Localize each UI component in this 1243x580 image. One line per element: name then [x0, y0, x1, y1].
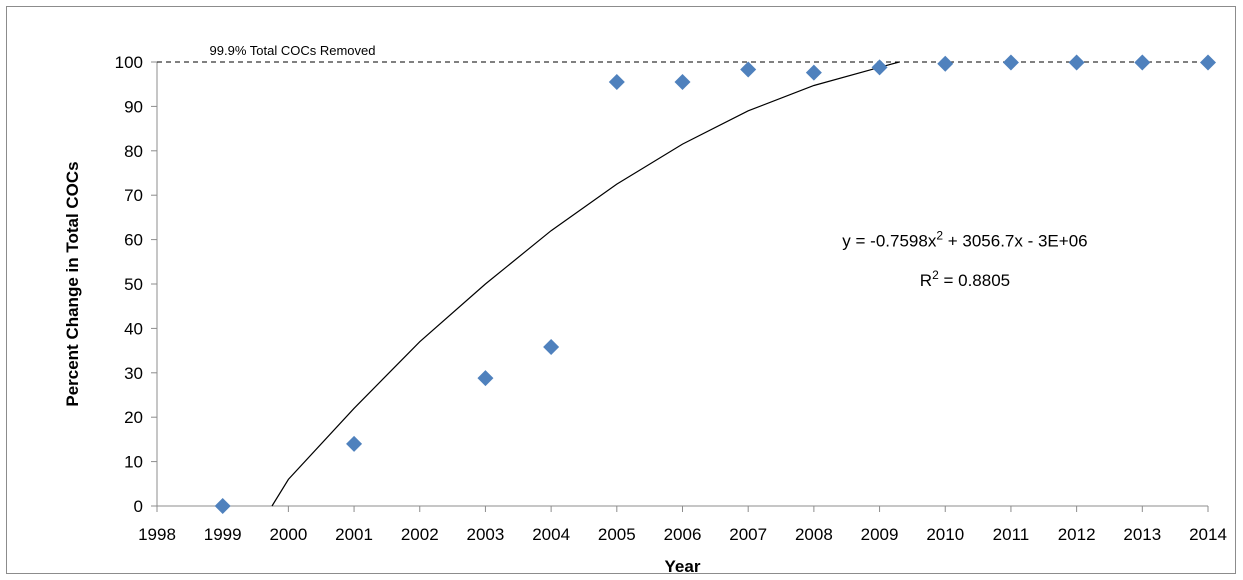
y-tick-label: 60 [124, 231, 143, 250]
data-point-diamond [214, 498, 231, 514]
data-point-diamond [937, 55, 954, 72]
x-tick-label: 2010 [926, 525, 964, 544]
x-tick-label: 2011 [993, 525, 1030, 544]
x-tick-label: 2001 [335, 525, 373, 544]
data-point-diamond [1134, 54, 1151, 71]
r-squared: R2 = 0.8805 [920, 268, 1010, 290]
x-tick-label: 2008 [795, 525, 833, 544]
equation-superscript: 2 [936, 228, 943, 242]
y-tick-label: 50 [124, 275, 143, 294]
axes [156, 62, 1208, 507]
r-squared-part: = 0.8805 [939, 271, 1010, 290]
trendline-equation: y = -0.7598x2 + 3056.7x - 3E+06 [842, 228, 1087, 250]
data-point-diamond [871, 59, 888, 76]
trendline [271, 61, 900, 507]
y-tick-label: 40 [124, 319, 143, 338]
x-tick-label: 1998 [138, 525, 176, 544]
y-tick-label: 30 [124, 364, 143, 383]
data-points [214, 54, 1216, 514]
x-tick-label: 2006 [664, 525, 702, 544]
y-tick-label: 20 [124, 408, 143, 427]
r-squared-superscript: 2 [932, 268, 939, 282]
data-point-diamond [805, 64, 822, 81]
y-ticks: 0 10 20 30 40 50 60 70 80 90 100 [115, 53, 157, 516]
y-tick-label: 90 [124, 97, 143, 116]
x-tick-label: 2013 [1123, 525, 1161, 544]
data-point-diamond [740, 61, 757, 78]
x-tick-label: 2012 [1058, 525, 1096, 544]
x-tick-label: 2000 [269, 525, 307, 544]
x-tick-label: 2004 [532, 525, 570, 544]
data-point-diamond [674, 73, 691, 90]
equation-part: y = -0.7598x [842, 231, 937, 250]
y-tick-label: 100 [115, 53, 143, 72]
x-tick-label: 2002 [401, 525, 439, 544]
x-tick-label: 2007 [729, 525, 767, 544]
data-point-diamond [608, 73, 625, 90]
x-tick-label: 1999 [204, 525, 242, 544]
chart-frame [6, 6, 1236, 574]
y-tick-label: 70 [124, 186, 143, 205]
x-tick-label: 2009 [861, 525, 899, 544]
equation-part: + 3056.7x - 3E+06 [943, 231, 1088, 250]
y-tick-label: 10 [124, 453, 143, 472]
r-squared-part: R [920, 271, 932, 290]
x-axis-title: Year [665, 557, 701, 576]
x-tick-label: 2003 [467, 525, 505, 544]
data-point-diamond [1068, 54, 1085, 71]
data-point-diamond [477, 370, 494, 387]
data-point-diamond [543, 339, 560, 356]
reference-line-label: 99.9% Total COCs Removed [210, 43, 376, 58]
data-point-diamond [346, 435, 363, 452]
y-axis-title: Percent Change in Total COCs [63, 161, 82, 406]
data-point-diamond [1002, 54, 1019, 71]
x-tick-label: 2014 [1189, 525, 1227, 544]
y-tick-label: 80 [124, 142, 143, 161]
y-tick-label: 0 [134, 497, 143, 516]
data-point-diamond [1200, 54, 1216, 71]
x-ticks: 1998 1999 2000 2001 2002 2003 2004 2005 2006 2007… [138, 506, 1227, 544]
x-tick-label: 2005 [598, 525, 636, 544]
